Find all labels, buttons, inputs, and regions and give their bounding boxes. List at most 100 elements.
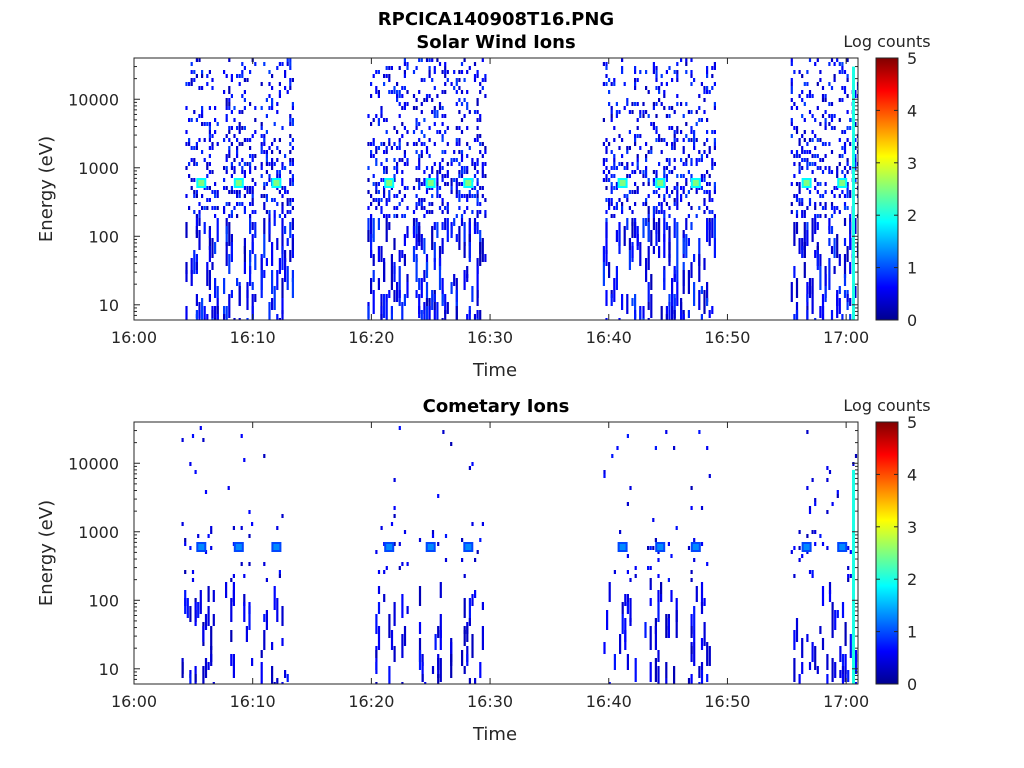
- spectrogram-cell: [193, 158, 196, 162]
- spectrogram-cell: [377, 586, 381, 594]
- spectrogram-cell: [675, 622, 678, 638]
- spectrogram-cell: [246, 318, 249, 320]
- spectrogram-cell: [854, 90, 857, 94]
- spectrogram-cell: [680, 310, 683, 320]
- spectrogram-cell: [833, 114, 836, 118]
- spectrogram-cell: [276, 238, 279, 250]
- spectrogram-cell: [673, 70, 676, 74]
- spectrogram-cell: [793, 162, 796, 166]
- spectrogram-cell: [433, 310, 436, 320]
- spectrogram-cell: [442, 430, 445, 434]
- spectrogram-cell: [284, 86, 287, 90]
- spectrogram-cell: [676, 78, 679, 82]
- spectrogram-cell: [181, 438, 184, 442]
- spectrogram-cell: [438, 102, 442, 106]
- spectrogram-cell: [834, 662, 837, 678]
- spectrogram-cell: [665, 174, 668, 178]
- spectrogram-cell: [673, 134, 676, 138]
- spectrogram-cell: [423, 214, 426, 218]
- spectrogram-cell: [463, 58, 466, 62]
- spectrogram-cell: [263, 202, 266, 206]
- spectrogram-cell: [798, 162, 801, 166]
- spectrogram-cell: [814, 134, 817, 138]
- spectrogram-cell: [846, 190, 849, 194]
- spectrogram-cell: [676, 222, 679, 246]
- spectrogram-cell: [415, 122, 418, 126]
- spectrogram-cell: [418, 186, 421, 190]
- spectrogram-cell: [208, 170, 211, 174]
- spectrogram-cell: [814, 218, 817, 234]
- spectrogram-cell: [652, 170, 655, 174]
- scan-burst: [412, 58, 449, 320]
- spectrogram-cell: [621, 210, 624, 214]
- spectrogram-cell: [281, 162, 284, 166]
- spectrogram-cell: [289, 142, 292, 146]
- spectrogram-cell: [398, 158, 401, 162]
- spectrogram-cell: [476, 202, 479, 206]
- spectrogram-cell: [668, 170, 671, 174]
- spectrogram-cell: [631, 110, 634, 114]
- spectrogram-cell: [225, 74, 228, 78]
- spectrogram-cell: [243, 78, 246, 82]
- spectrogram-cell: [375, 162, 378, 166]
- spectrogram-cell: [843, 206, 847, 210]
- spectrogram-cell: [455, 234, 458, 242]
- spectrogram-cell: [438, 246, 442, 266]
- spectrogram-cell: [610, 118, 613, 122]
- spectrogram-cell: [228, 190, 231, 194]
- spectrogram-cell: [403, 234, 406, 246]
- spectrogram-cell: [479, 242, 482, 266]
- spectrogram-cell: [214, 206, 217, 210]
- spectrogram-cell: [289, 82, 292, 86]
- spectrogram-cell: [610, 110, 613, 114]
- spectrogram-cell: [695, 158, 698, 162]
- spectrogram-cell: [190, 158, 193, 162]
- scan-burst: [603, 434, 637, 684]
- spectrogram-cell: [613, 174, 616, 178]
- spectrogram-cell: [198, 210, 201, 214]
- spectrogram-cell: [377, 570, 381, 574]
- spectrogram-cell: [441, 70, 444, 74]
- spectrogram-cell: [665, 614, 668, 638]
- spectrogram-cell: [228, 106, 231, 110]
- spectrogram-cell: [458, 162, 461, 166]
- spectrogram-cell: [441, 90, 444, 94]
- spectrogram-cell: [420, 58, 423, 62]
- spectrogram-cell: [263, 194, 266, 198]
- spectrogram-cell: [821, 170, 825, 174]
- panel-title: Cometary Ions: [423, 396, 570, 417]
- spectrogram-cell: [367, 230, 370, 242]
- spectrogram-cell: [418, 198, 421, 202]
- spectrogram-cell: [671, 278, 674, 298]
- spectrogram-cell: [412, 70, 416, 74]
- spectrogram-cell: [706, 674, 709, 682]
- spectrogram-cell: [676, 198, 679, 202]
- spectrogram-cell: [636, 166, 639, 170]
- spectrogram-cell: [227, 486, 230, 490]
- spectrogram-cell: [841, 62, 844, 66]
- spectrogram-cell: [814, 646, 817, 670]
- spectrogram-cell: [473, 110, 477, 114]
- spectrogram-cell: [195, 118, 198, 122]
- spectrogram-cell: [795, 194, 799, 198]
- spectrogram-cell: [713, 102, 716, 106]
- spectrogram-cell: [682, 314, 685, 320]
- spectrogram-cell: [460, 174, 464, 178]
- scan-burst: [602, 58, 642, 320]
- spectrogram-cell: [849, 262, 852, 274]
- spectrogram-cell: [801, 246, 804, 258]
- spectrogram-cell: [436, 186, 439, 190]
- spectrogram-cell: [602, 262, 605, 286]
- spectrogram-cell: [649, 662, 652, 682]
- spectrogram-cell: [826, 510, 829, 514]
- spectrogram-cell: [660, 102, 663, 106]
- spectrogram-cell: [843, 142, 847, 146]
- spectrogram-cell: [639, 146, 642, 150]
- y-axis-label: Energy (eV): [36, 136, 57, 242]
- spectrogram-cell: [618, 162, 621, 166]
- spectrogram-cell: [708, 474, 711, 478]
- spectrogram-cell: [243, 126, 246, 130]
- spectrogram-cell: [687, 238, 690, 246]
- spectrogram-cell: [286, 238, 289, 246]
- spectrogram-cell: [798, 94, 801, 98]
